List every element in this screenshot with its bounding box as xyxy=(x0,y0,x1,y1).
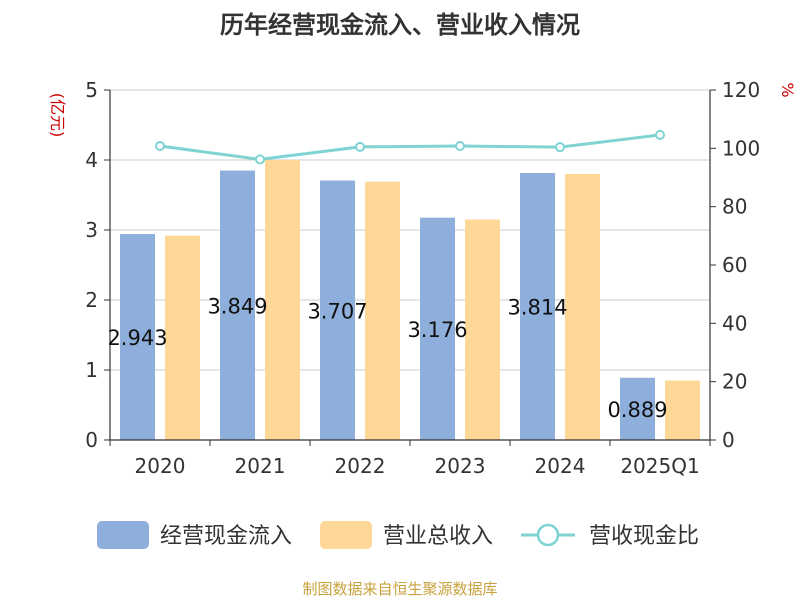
x-tick-label: 2025Q1 xyxy=(620,454,699,478)
x-tick-label: 2021 xyxy=(235,454,286,478)
left-tick-label: 0 xyxy=(85,428,98,452)
legend-label: 营业总收入 xyxy=(383,524,493,549)
ratio-point xyxy=(555,142,565,153)
bar xyxy=(520,173,555,440)
right-tick-label: 100 xyxy=(722,136,760,160)
x-tick-label: 2024 xyxy=(535,454,586,478)
left-tick-label: 2 xyxy=(85,288,98,312)
data-label: 0.889 xyxy=(607,398,667,422)
left-tick-label: 3 xyxy=(85,218,98,242)
legend: 经营现金流入 营业总收入 营收现金比 xyxy=(97,521,699,549)
bar xyxy=(565,174,600,440)
right-tick-label: 40 xyxy=(722,311,747,335)
bars xyxy=(120,160,700,440)
ratio-point xyxy=(655,129,665,140)
left-tick-label: 4 xyxy=(85,148,98,172)
data-label: 3.814 xyxy=(507,296,567,320)
ratio-point xyxy=(455,141,465,151)
data-label: 3.849 xyxy=(207,294,267,318)
source-note: 制图数据来自恒生聚源数据库 xyxy=(302,580,497,598)
left-tick-label: 5 xyxy=(85,78,98,102)
x-tick-label: 2023 xyxy=(435,454,486,478)
legend-swatch xyxy=(97,521,149,549)
legend-swatch xyxy=(320,521,372,549)
data-label: 2.943 xyxy=(107,326,167,350)
left-tick-label: 1 xyxy=(85,358,98,382)
legend-marker xyxy=(536,523,560,547)
bar xyxy=(265,160,300,440)
bar xyxy=(365,181,400,440)
right-tick-label: 60 xyxy=(722,253,747,277)
bar xyxy=(665,380,700,440)
right-tick-label: 0 xyxy=(722,428,735,452)
left-axis-unit: (亿元) xyxy=(48,93,67,138)
bar xyxy=(320,180,355,440)
chart-title: 历年经营现金流入、营业收入情况 xyxy=(220,11,580,39)
x-tick-label: 2020 xyxy=(135,454,186,478)
ratio-point xyxy=(155,141,165,151)
bar xyxy=(465,219,500,440)
ratio-line-path xyxy=(159,133,661,161)
right-tick-label: 20 xyxy=(722,370,747,394)
legend-label: 营收现金比 xyxy=(589,524,699,549)
data-label: 3.707 xyxy=(307,299,367,323)
ratio-line xyxy=(155,129,665,165)
data-labels: 2.943 3.849 3.707 3.176 3.814 0.889 xyxy=(107,294,667,422)
data-label: 3.176 xyxy=(407,318,467,342)
right-tick-label: 80 xyxy=(722,195,747,219)
ratio-point xyxy=(355,141,365,152)
bar xyxy=(220,170,255,440)
right-axis-unit: % xyxy=(778,82,797,97)
bar xyxy=(620,377,655,440)
bar xyxy=(120,233,155,440)
bar xyxy=(420,217,455,440)
ratio-point xyxy=(255,154,265,165)
legend-label: 经营现金流入 xyxy=(160,524,292,549)
right-tick-label: 120 xyxy=(722,78,760,102)
bar xyxy=(165,235,200,440)
axes: 0 1 2 3 4 5 0 20 40 60 80 100 120 2020 2021 2022 2023 202… xyxy=(85,78,760,478)
x-tick-label: 2022 xyxy=(335,454,386,478)
